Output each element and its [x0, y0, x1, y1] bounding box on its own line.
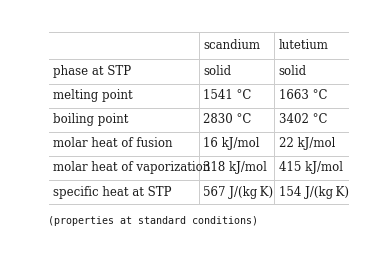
Text: 318 kJ/mol: 318 kJ/mol	[203, 162, 267, 175]
Text: molar heat of fusion: molar heat of fusion	[53, 137, 173, 150]
Text: solid: solid	[279, 65, 307, 78]
Text: 567 J/(kg K): 567 J/(kg K)	[203, 186, 274, 199]
Text: specific heat at STP: specific heat at STP	[53, 186, 171, 199]
Text: 3402 °C: 3402 °C	[279, 113, 327, 126]
Text: (properties at standard conditions): (properties at standard conditions)	[48, 216, 258, 226]
Text: 1663 °C: 1663 °C	[279, 89, 327, 102]
Text: phase at STP: phase at STP	[53, 65, 131, 78]
Text: solid: solid	[203, 65, 232, 78]
Text: lutetium: lutetium	[279, 39, 328, 52]
Text: scandium: scandium	[203, 39, 260, 52]
Text: 16 kJ/mol: 16 kJ/mol	[203, 137, 260, 150]
Text: 415 kJ/mol: 415 kJ/mol	[279, 162, 343, 175]
Text: 22 kJ/mol: 22 kJ/mol	[279, 137, 335, 150]
Text: 1541 °C: 1541 °C	[203, 89, 252, 102]
Text: 2830 °C: 2830 °C	[203, 113, 252, 126]
Text: boiling point: boiling point	[53, 113, 128, 126]
Text: molar heat of vaporization: molar heat of vaporization	[53, 162, 210, 175]
Text: 154 J/(kg K): 154 J/(kg K)	[279, 186, 348, 199]
Text: melting point: melting point	[53, 89, 133, 102]
